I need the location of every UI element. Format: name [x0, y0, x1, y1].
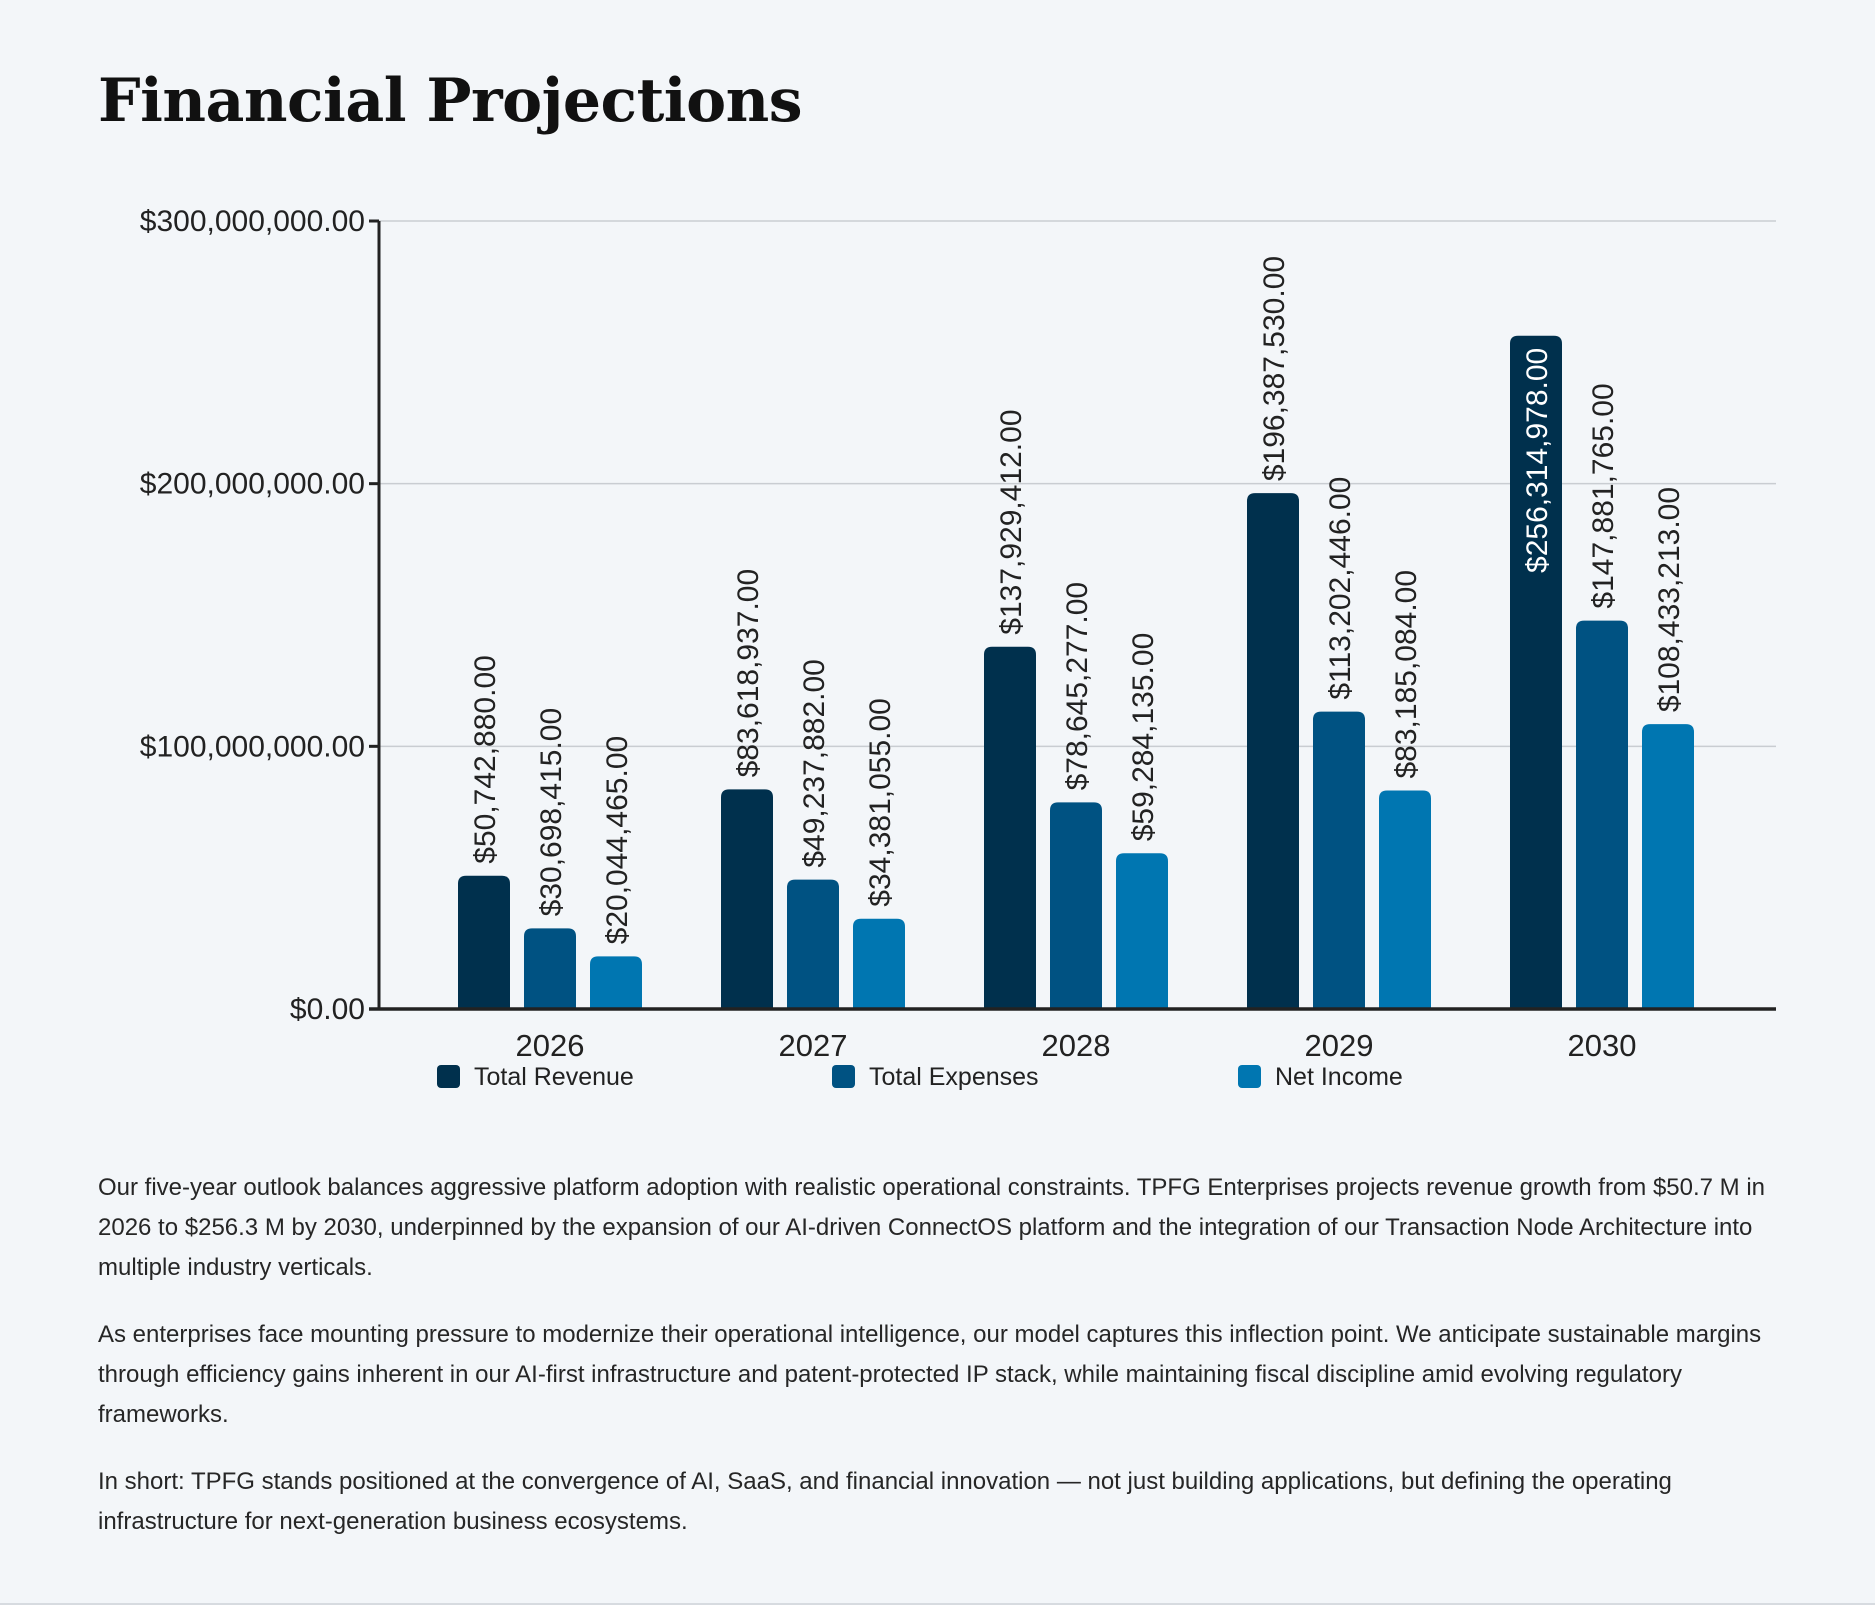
data-label: $196,387,530.00	[1258, 256, 1291, 481]
bar-net-income-2029	[1379, 790, 1431, 1009]
bar-net-income-2028	[1116, 853, 1168, 1009]
legend-swatch	[437, 1065, 460, 1088]
y-tick-label: $100,000,000.00	[140, 730, 365, 763]
x-tick-label: 2028	[1042, 1028, 1111, 1063]
legend-item-total-expenses: Total Expenses	[832, 1063, 1039, 1091]
bar-total-revenue-2028	[984, 646, 1036, 1009]
data-label: $34,381,055.00	[864, 698, 897, 907]
bar-total-revenue-2027	[721, 789, 773, 1009]
bar-total-expenses-2027	[787, 879, 839, 1009]
bar-total-revenue-2026	[458, 875, 510, 1009]
bar-total-revenue-2030	[1510, 335, 1562, 1010]
data-label: $20,044,465.00	[601, 736, 634, 945]
narrative: Our five-year outlook balances aggressiv…	[98, 1168, 1788, 1569]
bottom-divider	[0, 1603, 1875, 1605]
data-label: $50,742,880.00	[469, 655, 502, 864]
data-label: $256,314,978.00	[1521, 348, 1554, 573]
y-tick-label: $0.00	[290, 993, 365, 1026]
data-label: $59,284,135.00	[1127, 633, 1160, 842]
bar-total-expenses-2030	[1576, 620, 1628, 1009]
bar-total-expenses-2028	[1050, 802, 1102, 1009]
bar-total-expenses-2026	[524, 928, 576, 1009]
y-tick-label: $300,000,000.00	[140, 205, 365, 238]
legend-swatch	[832, 1065, 855, 1088]
legend-label: Net Income	[1275, 1063, 1403, 1091]
narrative-paragraph-3: In short: TPFG stands positioned at the …	[98, 1468, 1672, 1535]
data-label: $78,645,277.00	[1061, 582, 1094, 791]
legend-item-net-income: Net Income	[1238, 1063, 1403, 1091]
bar-chart: $0.00 $100,000,000.00 $200,000,000.00 $300,…	[140, 205, 1776, 1091]
narrative-paragraph-2: As enterprises face mounting pressure to…	[98, 1321, 1762, 1428]
data-label: $30,698,415.00	[535, 708, 568, 917]
bar-net-income-2027	[853, 918, 905, 1009]
narrative-paragraph-1: Our five-year outlook balances aggressiv…	[98, 1174, 1766, 1281]
data-label: $113,202,446.00	[1324, 477, 1357, 700]
legend-label: Total Expenses	[869, 1063, 1039, 1091]
legend-swatch	[1238, 1065, 1261, 1088]
page-title: Financial Projections	[98, 66, 803, 136]
x-tick-label: 2027	[779, 1028, 848, 1063]
data-label: $137,929,412.00	[995, 409, 1028, 634]
data-label: $108,433,213.00	[1653, 487, 1686, 712]
data-label: $49,237,882.00	[798, 659, 831, 868]
x-tick-label: 2030	[1568, 1028, 1637, 1063]
data-label: $83,618,937.00	[732, 569, 765, 778]
bar-total-expenses-2029	[1313, 711, 1365, 1009]
bar-net-income-2030	[1642, 724, 1694, 1009]
legend-label: Total Revenue	[474, 1063, 634, 1091]
bar-net-income-2026	[590, 956, 642, 1009]
y-tick-label: $200,000,000.00	[140, 468, 365, 501]
x-tick-label: 2029	[1305, 1028, 1374, 1063]
x-tick-label: 2026	[516, 1028, 585, 1063]
bar-total-revenue-2029	[1247, 493, 1299, 1010]
data-label: $147,881,765.00	[1587, 383, 1620, 608]
legend-item-total-revenue: Total Revenue	[437, 1063, 634, 1091]
data-label: $83,185,084.00	[1390, 570, 1423, 779]
